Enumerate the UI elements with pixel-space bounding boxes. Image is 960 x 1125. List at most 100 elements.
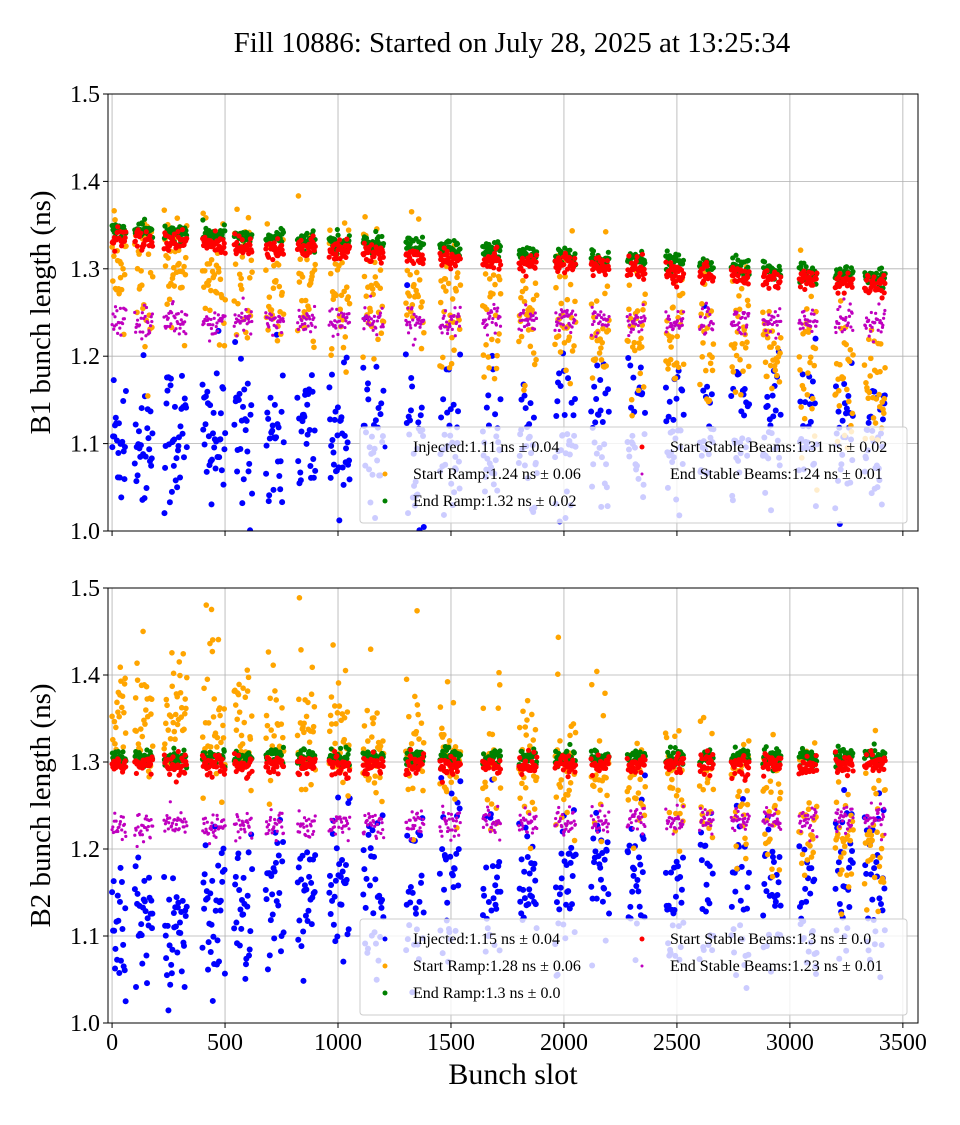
point-start-ramp bbox=[868, 842, 874, 848]
point-start-ramp bbox=[340, 780, 346, 786]
point-end-stable-beams bbox=[607, 323, 610, 326]
point-injected bbox=[528, 400, 534, 406]
point-start-stable-beams bbox=[640, 252, 645, 257]
point-start-stable-beams bbox=[343, 255, 348, 260]
point-start-ramp bbox=[700, 340, 706, 346]
point-injected bbox=[270, 911, 276, 917]
point-end-stable-beams bbox=[446, 328, 449, 331]
point-start-ramp bbox=[218, 276, 224, 282]
point-end-stable-beams bbox=[670, 324, 673, 327]
point-start-stable-beams bbox=[112, 249, 117, 254]
point-injected bbox=[119, 879, 125, 885]
point-start-ramp bbox=[711, 341, 717, 347]
point-start-ramp bbox=[368, 646, 374, 652]
point-injected bbox=[326, 384, 332, 390]
point-start-ramp bbox=[603, 229, 609, 235]
point-start-ramp bbox=[498, 291, 504, 297]
point-start-stable-beams bbox=[248, 236, 253, 241]
point-start-ramp bbox=[311, 344, 317, 350]
point-start-ramp bbox=[272, 688, 278, 694]
point-start-ramp bbox=[522, 383, 528, 389]
point-start-ramp bbox=[606, 328, 612, 334]
point-end-stable-beams bbox=[455, 321, 458, 324]
point-injected bbox=[600, 419, 606, 425]
point-start-ramp bbox=[239, 286, 245, 292]
point-start-ramp bbox=[266, 649, 272, 655]
point-start-ramp bbox=[519, 781, 525, 787]
point-end-stable-beams bbox=[446, 332, 449, 335]
point-injected bbox=[142, 495, 148, 501]
point-injected bbox=[304, 849, 310, 855]
point-end-ramp bbox=[222, 749, 227, 754]
point-start-ramp bbox=[309, 664, 315, 670]
point-start-ramp bbox=[163, 263, 169, 269]
point-start-stable-beams bbox=[567, 255, 572, 260]
point-start-ramp bbox=[246, 215, 252, 221]
point-injected bbox=[133, 421, 139, 427]
point-end-stable-beams bbox=[382, 325, 385, 328]
point-start-ramp bbox=[143, 707, 149, 713]
point-start-ramp bbox=[360, 354, 366, 360]
point-end-stable-beams bbox=[798, 319, 801, 322]
point-end-stable-beams bbox=[877, 302, 880, 305]
point-injected bbox=[216, 959, 222, 965]
point-start-stable-beams bbox=[642, 271, 647, 276]
point-start-ramp bbox=[812, 740, 818, 746]
point-injected bbox=[171, 463, 177, 469]
point-injected bbox=[675, 863, 681, 869]
point-start-ramp bbox=[738, 392, 744, 398]
point-start-ramp bbox=[208, 744, 214, 750]
point-end-stable-beams bbox=[145, 306, 148, 309]
point-injected bbox=[765, 403, 771, 409]
point-end-stable-beams bbox=[211, 323, 214, 326]
point-end-stable-beams bbox=[209, 318, 212, 321]
point-injected bbox=[297, 470, 303, 476]
point-start-stable-beams bbox=[882, 290, 887, 295]
point-end-stable-beams bbox=[217, 313, 220, 316]
point-start-stable-beams bbox=[133, 239, 138, 244]
point-end-stable-beams bbox=[240, 316, 243, 319]
point-injected bbox=[123, 998, 129, 1004]
point-injected bbox=[633, 883, 639, 889]
point-start-ramp bbox=[123, 730, 129, 736]
point-injected bbox=[744, 884, 750, 890]
point-injected bbox=[216, 454, 222, 460]
point-injected bbox=[138, 442, 144, 448]
point-injected bbox=[231, 925, 237, 931]
point-start-ramp bbox=[567, 733, 573, 739]
point-injected bbox=[246, 468, 252, 474]
point-injected bbox=[673, 894, 679, 900]
point-injected bbox=[146, 875, 152, 881]
point-end-ramp bbox=[222, 222, 227, 227]
point-start-stable-beams bbox=[881, 273, 886, 278]
point-injected bbox=[273, 860, 279, 866]
point-start-ramp bbox=[802, 872, 808, 878]
point-injected bbox=[232, 881, 238, 887]
point-start-ramp bbox=[567, 381, 573, 387]
point-injected bbox=[680, 855, 686, 861]
point-injected bbox=[597, 865, 603, 871]
point-injected bbox=[373, 417, 379, 423]
point-injected bbox=[170, 875, 176, 881]
point-injected bbox=[457, 805, 463, 811]
point-start-ramp bbox=[637, 777, 643, 783]
point-start-ramp bbox=[491, 272, 497, 278]
point-start-ramp bbox=[568, 282, 574, 288]
point-start-stable-beams bbox=[123, 229, 128, 234]
point-end-stable-beams bbox=[767, 313, 770, 316]
point-start-ramp bbox=[640, 307, 646, 313]
point-start-ramp bbox=[273, 697, 279, 703]
point-start-ramp bbox=[762, 831, 768, 837]
point-injected bbox=[410, 890, 416, 896]
point-start-ramp bbox=[627, 282, 633, 288]
point-start-ramp bbox=[739, 801, 745, 807]
point-start-ramp bbox=[808, 294, 814, 300]
point-start-ramp bbox=[669, 777, 675, 783]
point-injected bbox=[166, 897, 172, 903]
point-injected bbox=[706, 900, 712, 906]
point-start-stable-beams bbox=[842, 291, 847, 296]
point-injected bbox=[177, 920, 183, 926]
point-end-stable-beams bbox=[304, 327, 307, 330]
point-start-stable-beams bbox=[180, 227, 185, 232]
